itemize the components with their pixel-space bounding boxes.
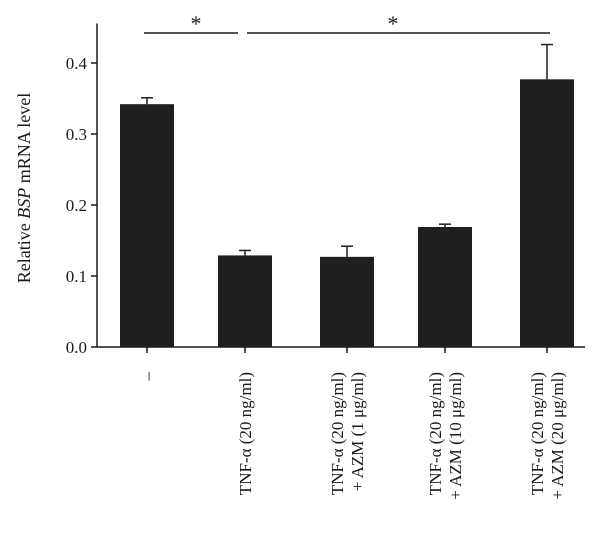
error-bars — [141, 43, 553, 257]
bar — [520, 79, 574, 347]
y-axis-label-prefix: Relative — [14, 219, 34, 283]
x-axis-category-labels: – TNF-α (20 ng/ml) TNF-α (20 ng/ml) + AZM (… — [138, 372, 567, 500]
y-axis-label: Relative BSP mRNA level — [14, 93, 34, 283]
category-label: TNF-α (20 ng/ml) — [236, 372, 255, 495]
y-tick-label: 0.1 — [66, 267, 87, 286]
y-tick-label: 0.3 — [66, 125, 87, 144]
category-label-line1: TNF-α (20 ng/ml) — [328, 372, 347, 495]
category-label-line2: + AZM (10 μg/ml) — [446, 372, 465, 500]
y-axis-label-suffix: mRNA level — [14, 93, 34, 188]
y-tick-label: 0.2 — [66, 196, 87, 215]
category-label-line2: + AZM (20 μg/ml) — [548, 372, 567, 500]
y-tick-label: 0.0 — [66, 338, 87, 357]
bar — [120, 104, 174, 348]
significance-annotations: * * — [144, 11, 550, 36]
category-label-line1: TNF-α (20 ng/ml) — [426, 372, 445, 495]
axes: 0.0 0.1 0.2 0.3 0.4 — [66, 23, 585, 357]
category-label-line2: + AZM (1 μg/ml) — [348, 372, 367, 491]
bar — [418, 227, 472, 347]
bar — [320, 256, 374, 347]
y-tick-label: 0.4 — [66, 54, 88, 73]
y-axis-label-gene: BSP — [14, 188, 34, 219]
significance-star: * — [191, 11, 202, 36]
significance-star: * — [388, 11, 399, 36]
y-axis-label-text: Relative BSP mRNA level — [14, 93, 34, 283]
bars — [120, 79, 574, 348]
category-label: – — [138, 372, 157, 382]
category-label-line1: TNF-α (20 ng/ml) — [528, 372, 547, 495]
bar — [218, 255, 272, 347]
